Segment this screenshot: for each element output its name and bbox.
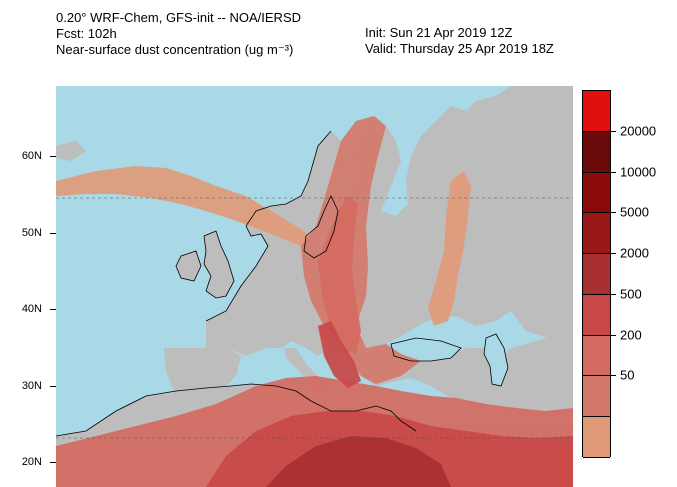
legend-tick: [611, 130, 616, 132]
legend-label: 500: [620, 286, 642, 302]
legend-label: 5000: [620, 204, 649, 220]
legend-swatch: [583, 91, 610, 132]
variable-title: Near-surface dust concentration (ug m⁻³): [56, 42, 294, 57]
color-legend: [582, 90, 611, 458]
land-western-europe: [206, 246, 356, 358]
legend-label: 200: [620, 327, 642, 343]
legend-swatch: [583, 172, 610, 214]
legend-swatch: [583, 213, 610, 255]
dust-core-balkans: [318, 196, 361, 354]
latitude-label: 20N: [21, 456, 42, 468]
coastlines: [56, 130, 509, 437]
dust-band-atlantic: [56, 166, 311, 248]
latitude-tick: [50, 385, 56, 387]
legend-tick: [611, 212, 616, 214]
legend-tick: [611, 375, 616, 377]
coastline-black-sea: [390, 337, 462, 362]
map-title-block: 0.20° WRF-Chem, GFS-init -- NOA/IERSD Fc…: [56, 10, 301, 58]
forecast-hour: Fcst: 102h: [56, 26, 117, 41]
graticule: [56, 197, 573, 439]
latitude-tick: [50, 156, 56, 157]
legend-label: 20000: [620, 123, 657, 139]
map-canvas: [56, 86, 573, 487]
dust-concentration-map: [56, 86, 573, 487]
legend-label: 10000: [620, 164, 657, 180]
coastline-caspian: [483, 333, 509, 387]
legend-tick: [611, 253, 616, 255]
coastline-baltic: [303, 195, 339, 259]
legend-swatch: [583, 131, 610, 173]
legend-tick: [611, 171, 616, 173]
time-info-block: Init: Sun 21 Apr 2019 12Z Valid: Thursda…: [365, 25, 554, 57]
white-sea: [411, 91, 436, 126]
coastline-africa: [56, 383, 417, 437]
black-sea: [391, 338, 461, 361]
dust-band-russia: [428, 171, 471, 326]
latitude-label: 40N: [21, 303, 42, 315]
coastline-britain: [203, 230, 235, 299]
model-title: 0.20° WRF-Chem, GFS-init -- NOA/IERSD: [56, 10, 302, 25]
latitude-axis: 60N 50N 40N 30N 20N: [0, 86, 56, 487]
land-ireland: [176, 251, 201, 281]
coastline-europe: [205, 130, 332, 322]
caspian-sea: [484, 334, 508, 386]
legend-tick: [611, 334, 616, 336]
legend-swatch: [583, 376, 610, 418]
dust-shading: [56, 116, 573, 487]
init-time: Init: Sun 21 Apr 2019 12Z: [365, 25, 513, 40]
legend-label: 2000: [620, 245, 649, 261]
valid-time: Valid: Thursday 25 Apr 2019 18Z: [365, 41, 554, 56]
land-iceland: [56, 141, 86, 161]
latitude-tick: [50, 232, 56, 234]
legend-label: 50: [620, 367, 635, 383]
latitude-label: 50N: [21, 226, 42, 239]
legend-tick: [611, 293, 616, 295]
latitude-label: 60N: [21, 150, 42, 162]
legend-swatch: [583, 254, 610, 295]
latitude-label: 30N: [21, 379, 42, 392]
latitude-tick: [50, 462, 56, 463]
coastline-ireland: [175, 250, 202, 282]
land-great-britain: [204, 231, 234, 298]
latitude-tick: [50, 309, 56, 310]
legend-swatch: [583, 417, 610, 458]
dust-core-italy: [318, 321, 361, 388]
land-southeast: [346, 326, 573, 416]
dust-core-deep: [266, 436, 451, 487]
legend-swatch: [583, 294, 610, 336]
land-iberia: [164, 348, 241, 396]
legend-swatch: [583, 335, 610, 377]
